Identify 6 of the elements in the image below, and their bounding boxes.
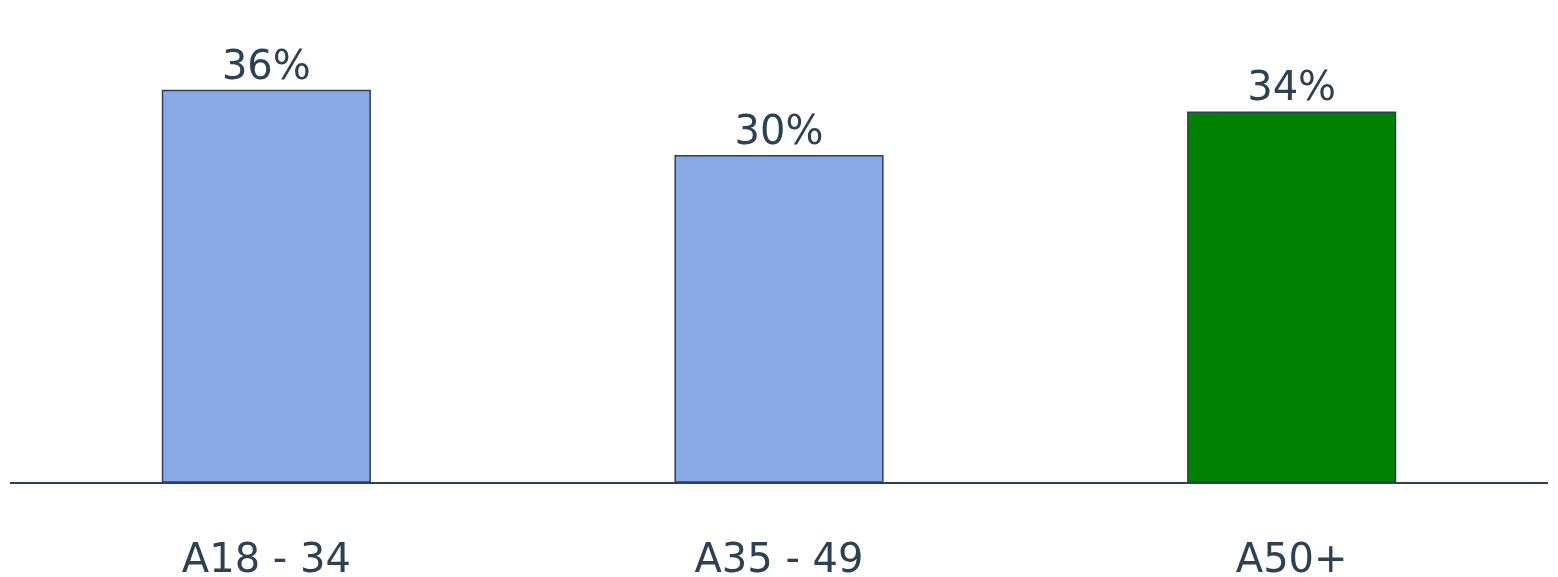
x-tick-label: A50+ <box>1235 534 1348 577</box>
x-tick-label: A35 - 49 <box>694 534 864 577</box>
data-label: 36% <box>221 41 311 88</box>
x-tick-label: A18 - 34 <box>181 534 351 577</box>
data-label: 30% <box>734 106 824 153</box>
data-label: 34% <box>1247 63 1337 110</box>
